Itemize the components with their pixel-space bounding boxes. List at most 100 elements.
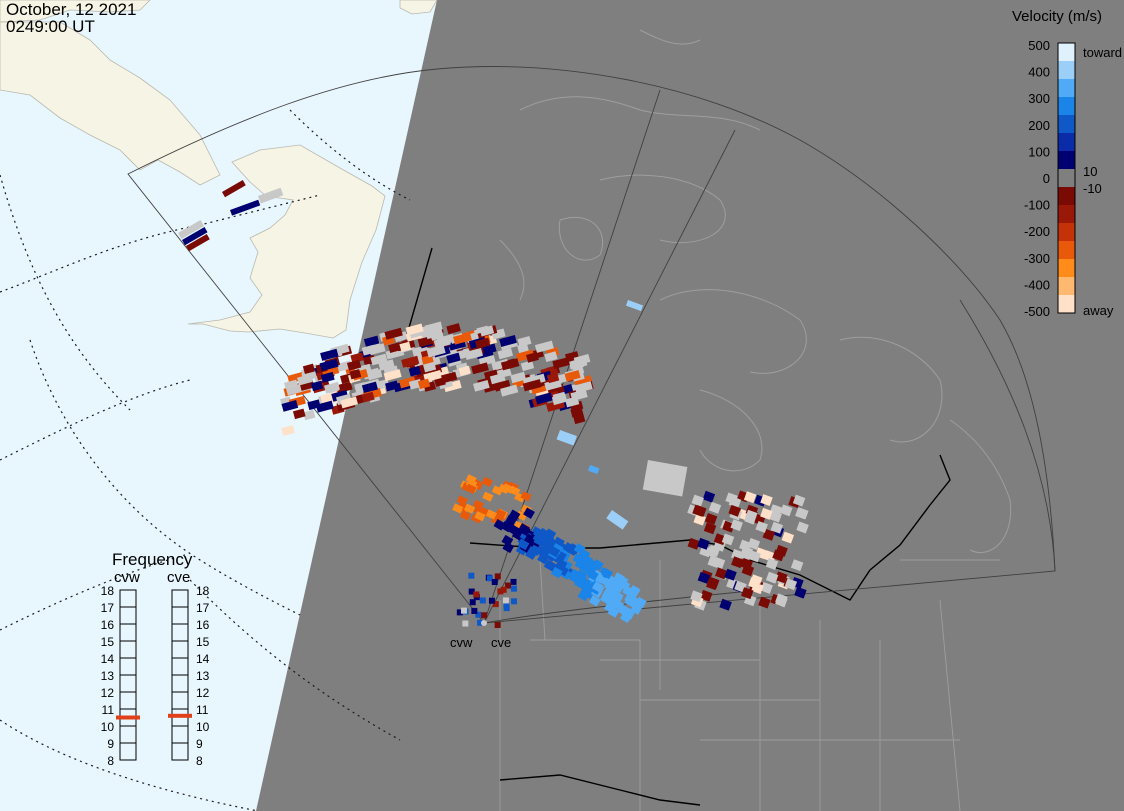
velocity-scale-segment xyxy=(1058,97,1075,116)
radar-label-cve: cve xyxy=(491,635,511,650)
frequency-tick-label: 15 xyxy=(196,635,210,649)
velocity-scale-segment xyxy=(1058,151,1075,170)
frequency-label-cve: cve xyxy=(167,569,190,586)
scatter-cell xyxy=(470,348,483,359)
scatter-cell xyxy=(292,408,306,420)
scatter-cell xyxy=(573,413,586,425)
scatter-cell xyxy=(477,619,484,626)
scatter-cell xyxy=(755,520,768,533)
scatter-cell xyxy=(550,566,563,579)
frequency-tick-label: 11 xyxy=(102,703,115,717)
scatter-cell xyxy=(458,365,471,377)
scatter-cell xyxy=(522,379,542,392)
scatter-cell xyxy=(481,476,493,488)
time-label: 0249:00 UT xyxy=(6,17,95,36)
scatter-cell xyxy=(642,459,688,497)
scatter-cell xyxy=(497,588,504,595)
scatter-cell xyxy=(411,344,431,357)
scatter-cell xyxy=(579,562,592,574)
frequency-tick-label: 12 xyxy=(196,686,210,700)
scatter-cell xyxy=(523,507,535,519)
scatter-cell xyxy=(222,180,246,198)
scatter-cell xyxy=(485,509,497,520)
scatter-cell xyxy=(634,596,647,609)
frequency-tick-label: 17 xyxy=(196,601,210,615)
scatter-cell xyxy=(765,558,779,570)
scatter-cell xyxy=(765,571,779,584)
scatter-cell xyxy=(694,505,707,517)
scatter-cell xyxy=(181,227,208,246)
frequency-marker xyxy=(168,713,192,718)
frequency-tick-label: 12 xyxy=(101,686,115,700)
scatter-cell xyxy=(335,381,353,394)
scatter-cell xyxy=(740,557,753,570)
scatter-cell xyxy=(417,378,431,390)
scatter-cell xyxy=(702,490,716,503)
scatter-cell xyxy=(564,370,581,382)
scatter-cell xyxy=(433,336,451,349)
scatter-cell xyxy=(495,508,507,519)
scatter-cell xyxy=(340,396,358,409)
scatter-cell xyxy=(482,491,494,502)
scatter-cell xyxy=(473,591,480,598)
scatter-cell xyxy=(441,371,458,384)
frequency-cell xyxy=(171,742,189,761)
scatter-cell xyxy=(517,336,532,347)
scatter-cell xyxy=(703,522,717,535)
velocity-inner-upper: 10 xyxy=(1083,164,1097,179)
velocity-scale-frame xyxy=(1057,42,1076,314)
scatter-cell xyxy=(747,538,761,550)
scatter-cell xyxy=(796,507,809,520)
velocity-scale-segment xyxy=(1058,259,1075,278)
scatter-cell xyxy=(471,607,478,614)
scatter-cell xyxy=(510,371,527,384)
scatter-cell xyxy=(573,375,593,388)
velocity-inner-lower: -10 xyxy=(1083,181,1102,196)
scatter-cell xyxy=(616,604,629,616)
frequency-tick-label: 15 xyxy=(101,635,115,649)
scatter-cell xyxy=(745,509,758,522)
scatter-cell xyxy=(491,485,503,496)
scatter-cell xyxy=(544,378,562,391)
scatter-cell xyxy=(520,491,532,502)
scatter-cell xyxy=(459,510,471,521)
frequency-panel: Frequency cvw cve 18 17 16 15 14 13 12 11 10 9 8 1… xyxy=(101,550,210,768)
scatter-cell xyxy=(790,559,804,572)
velocity-scale-segment xyxy=(1058,187,1075,206)
frequency-tick-label: 16 xyxy=(101,618,115,632)
scatter-cell xyxy=(281,400,299,412)
scatter-cell xyxy=(326,382,339,394)
scatter-cell xyxy=(443,380,462,393)
scatter-cell xyxy=(760,494,773,506)
frequency-tick-label: 16 xyxy=(196,618,210,632)
scatter-cell xyxy=(462,620,469,627)
velocity-tick-label: 0 xyxy=(1043,171,1050,186)
scatter-cell xyxy=(570,389,588,402)
scatter-cell xyxy=(502,483,514,494)
frequency-title: Frequency xyxy=(112,550,193,569)
scatter-cell xyxy=(492,601,499,608)
velocity-tick-label: 300 xyxy=(1028,91,1050,106)
scatter-cell xyxy=(510,585,517,592)
scatter-cell xyxy=(573,543,586,555)
scatter-cell xyxy=(511,598,518,605)
scatter-cell xyxy=(691,494,704,507)
velocity-tick-label: 200 xyxy=(1028,118,1050,133)
scatter-cell xyxy=(349,369,362,380)
scatter-cell xyxy=(373,378,390,391)
scatter-cell xyxy=(721,533,735,546)
frequency-tick-label: 13 xyxy=(196,669,210,683)
frequency-tick-label: 11 xyxy=(196,703,209,717)
fov-outline-cve xyxy=(483,299,1056,624)
scatter-cell xyxy=(505,582,512,589)
scatter-cell xyxy=(417,336,433,348)
scatter-cell xyxy=(361,344,376,356)
scatter-cell xyxy=(612,581,625,593)
frequency-tick-label: 18 xyxy=(196,584,210,598)
radar-site-marker xyxy=(481,620,487,626)
scatter-cell xyxy=(385,380,399,392)
velocity-scale-segment xyxy=(1058,241,1075,260)
scatter-cell xyxy=(630,603,643,615)
scatter-cell xyxy=(725,492,738,505)
scatter-cell xyxy=(591,581,604,593)
